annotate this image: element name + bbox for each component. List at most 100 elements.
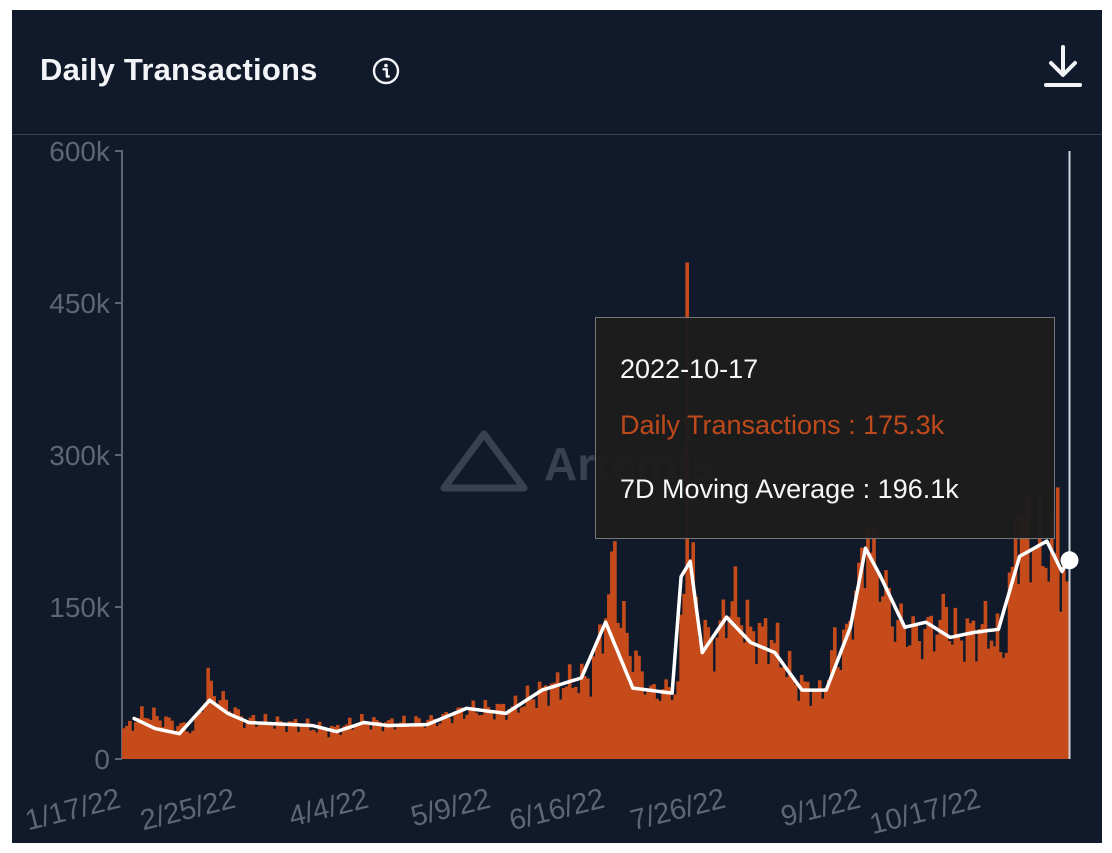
bar bbox=[836, 666, 840, 759]
bar bbox=[486, 706, 491, 759]
bar bbox=[691, 542, 696, 759]
bar bbox=[284, 731, 289, 759]
bar bbox=[191, 730, 195, 759]
bar bbox=[688, 559, 692, 759]
bar bbox=[775, 622, 780, 759]
tooltip-daily-transactions: Daily Transactions : 175.3k bbox=[620, 410, 945, 440]
bar bbox=[911, 616, 915, 759]
bar bbox=[525, 685, 530, 759]
x-tick-label: 10/17/22 bbox=[866, 783, 983, 841]
bar bbox=[721, 599, 726, 759]
bar bbox=[290, 721, 295, 759]
bar bbox=[378, 721, 382, 759]
bar bbox=[977, 629, 982, 759]
x-tick-label: 9/1/22 bbox=[778, 783, 864, 834]
bar bbox=[619, 627, 623, 759]
bar bbox=[215, 705, 219, 759]
bar bbox=[962, 661, 967, 759]
bar bbox=[504, 719, 509, 759]
panel-header: Daily Transactions bbox=[12, 10, 1102, 135]
bar bbox=[796, 700, 801, 759]
bar bbox=[1043, 567, 1048, 759]
bar bbox=[742, 642, 747, 759]
bar bbox=[878, 601, 882, 759]
bar bbox=[637, 655, 641, 759]
bar bbox=[317, 721, 322, 759]
bar bbox=[245, 721, 250, 759]
bar bbox=[444, 712, 448, 759]
bar bbox=[176, 726, 180, 759]
bar bbox=[908, 645, 912, 759]
bar bbox=[329, 725, 334, 759]
bar bbox=[766, 664, 771, 759]
bar bbox=[1016, 583, 1021, 759]
bar bbox=[323, 730, 328, 759]
bar bbox=[335, 724, 340, 759]
bar bbox=[679, 614, 683, 759]
bar bbox=[905, 646, 909, 759]
bar bbox=[272, 728, 277, 759]
bar bbox=[366, 725, 370, 759]
bar bbox=[122, 728, 126, 759]
tooltip-date: 2022-10-17 bbox=[620, 354, 759, 384]
x-tick-label: 6/16/22 bbox=[506, 783, 608, 837]
bar bbox=[158, 720, 162, 759]
bar bbox=[179, 723, 183, 759]
bar bbox=[579, 663, 584, 759]
bar bbox=[483, 700, 488, 759]
bar bbox=[598, 624, 602, 759]
bar bbox=[498, 704, 503, 759]
bar bbox=[164, 716, 168, 759]
bar bbox=[182, 722, 186, 759]
bar bbox=[649, 685, 653, 759]
bar bbox=[730, 601, 735, 759]
bar bbox=[347, 717, 352, 759]
bar bbox=[890, 626, 894, 759]
bar bbox=[369, 729, 373, 759]
bar bbox=[326, 737, 331, 759]
tooltip-series2-label: 7D Moving Average bbox=[620, 474, 856, 504]
bar bbox=[670, 699, 674, 759]
bar bbox=[363, 723, 367, 759]
bar bbox=[839, 670, 843, 759]
bar bbox=[582, 676, 587, 759]
bar bbox=[131, 730, 135, 759]
bar bbox=[161, 727, 165, 759]
bar bbox=[360, 714, 364, 759]
bar bbox=[489, 711, 494, 759]
tooltip-series1-label: Daily Transactions bbox=[620, 410, 841, 440]
bar bbox=[567, 664, 572, 759]
bar bbox=[932, 651, 937, 759]
bar bbox=[341, 726, 346, 759]
bar bbox=[507, 709, 512, 759]
bar bbox=[935, 634, 940, 759]
bar bbox=[655, 698, 659, 759]
bar bbox=[239, 716, 244, 759]
bar bbox=[519, 707, 524, 759]
bar bbox=[134, 722, 138, 759]
bar bbox=[570, 688, 575, 759]
bar bbox=[811, 689, 816, 759]
bar bbox=[200, 712, 204, 759]
bar bbox=[700, 652, 705, 759]
info-icon[interactable] bbox=[372, 57, 400, 85]
bar bbox=[854, 590, 858, 759]
bar bbox=[959, 640, 964, 759]
bar bbox=[845, 623, 849, 759]
bar bbox=[227, 711, 232, 759]
download-icon[interactable] bbox=[1042, 44, 1084, 90]
x-tick-label: 2/25/22 bbox=[137, 783, 239, 837]
bar bbox=[510, 706, 515, 759]
bar bbox=[640, 671, 644, 759]
artemis-logo-icon bbox=[440, 430, 528, 492]
bar bbox=[242, 728, 247, 759]
bar bbox=[820, 698, 825, 759]
bar bbox=[986, 648, 991, 759]
bar bbox=[140, 706, 144, 759]
bar bbox=[869, 552, 873, 759]
bar bbox=[305, 718, 310, 759]
bar bbox=[441, 714, 445, 759]
bar bbox=[344, 724, 349, 759]
bar bbox=[643, 694, 647, 759]
bar bbox=[155, 716, 159, 759]
